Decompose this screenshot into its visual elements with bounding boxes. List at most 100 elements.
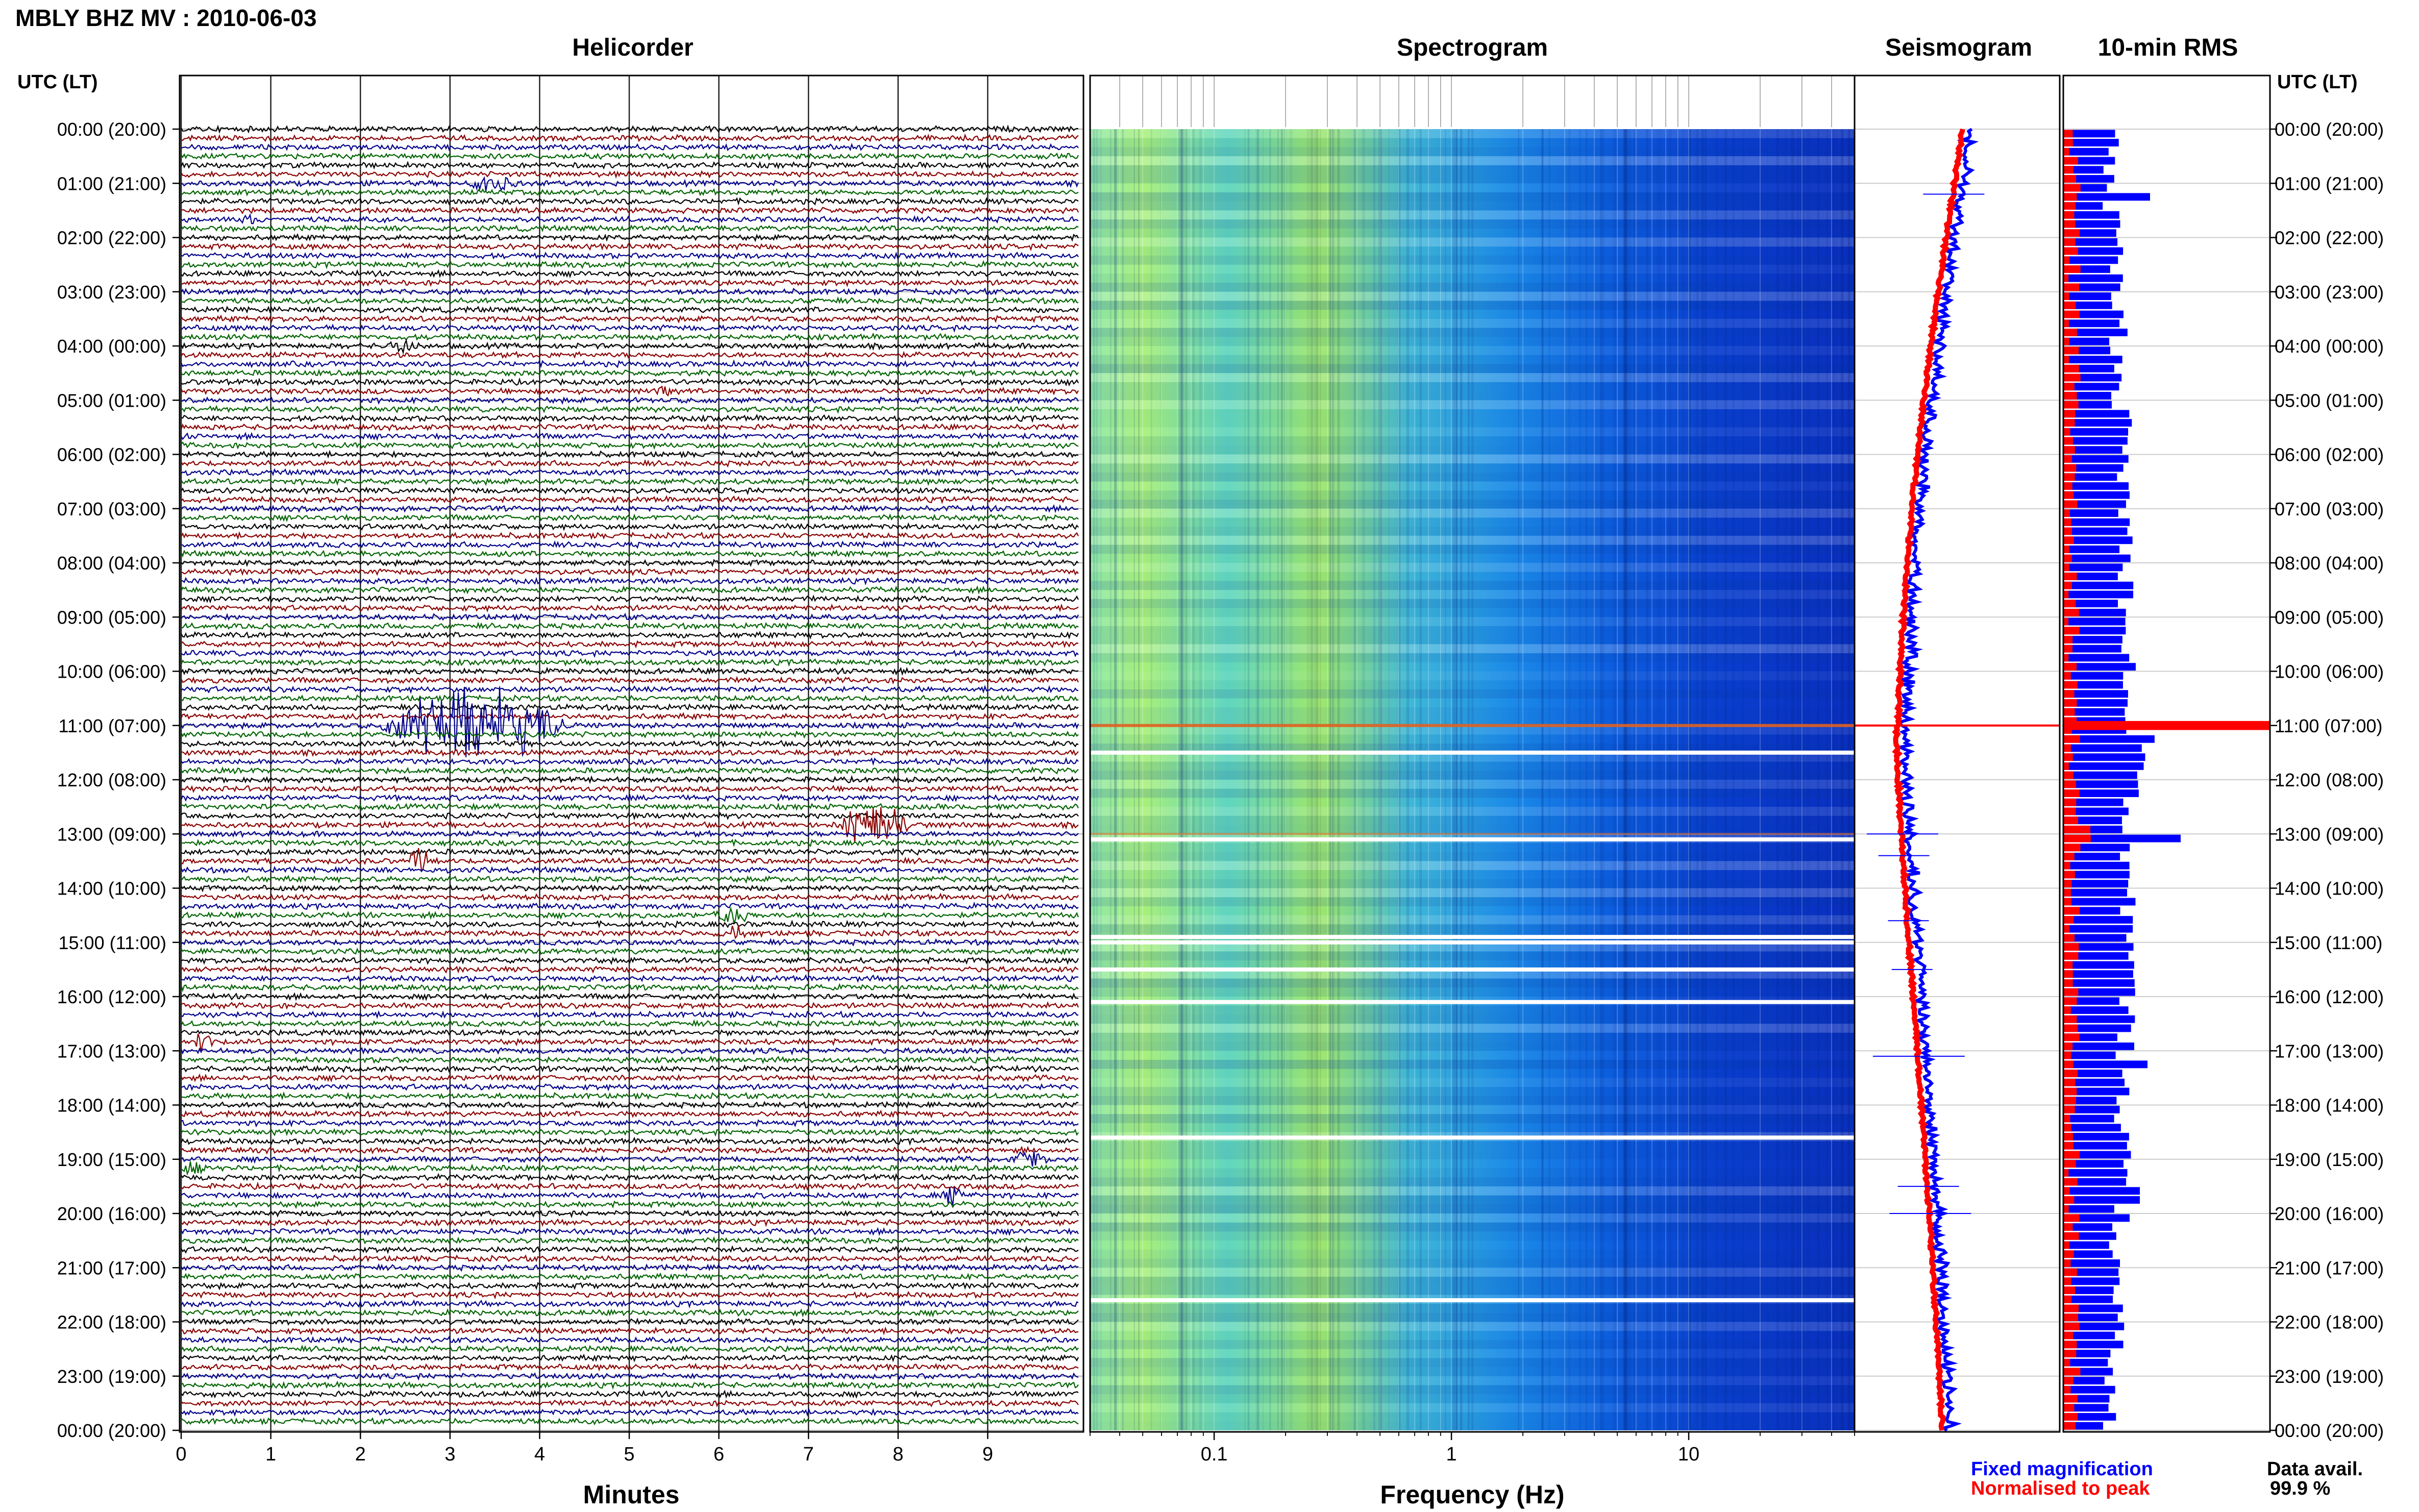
spectrogram-streak: [1416, 129, 1418, 1430]
helicorder-trace: [181, 161, 1079, 170]
rms-bar-fixed: [2063, 554, 2131, 562]
spectrogram-band: [1090, 987, 1855, 997]
helicorder-trace: [181, 1245, 1079, 1254]
rms-bar-fixed: [2063, 1024, 2131, 1032]
spectrogram-streak: [1614, 129, 1617, 1430]
rms-bar-normalised: [2063, 1078, 2076, 1086]
helicorder-trace: [181, 188, 1079, 197]
spectrogram-streak: [1114, 129, 1117, 1430]
time-label-right: 11:00 (07:00): [2275, 715, 2382, 736]
spectrogram-streak: [1733, 129, 1735, 1430]
spectrogram-band: [1090, 364, 1855, 374]
rms-bar-fixed: [2063, 1205, 2114, 1213]
time-label-left: 04:00 (00:00): [57, 336, 166, 357]
rms-bar-normalised: [2063, 301, 2076, 309]
spectrogram-band: [1090, 527, 1855, 536]
time-label-left: 23:00 (19:00): [57, 1366, 166, 1387]
helicorder-trace: [180, 359, 1079, 368]
helicorder-trace: [181, 766, 1079, 775]
rms-bar-fixed: [2063, 997, 2119, 1005]
rms-bar-normalised: [2063, 771, 2074, 779]
time-label-right: 00:00 (20:00): [2275, 119, 2384, 140]
spectrogram-band: [1090, 1105, 1855, 1114]
rms-bar-normalised: [2063, 753, 2073, 761]
helicorder-trace: [181, 385, 1079, 397]
rms-bar-normalised: [2063, 699, 2077, 707]
spectrogram-streak: [1541, 129, 1543, 1430]
rms-bar-fixed: [2063, 943, 2134, 951]
spectrogram-band: [1090, 355, 1855, 364]
helicorder-trace: [181, 260, 1079, 269]
time-label-left: 00:00 (20:00): [57, 119, 166, 140]
helicorder-trace: [181, 1209, 1079, 1219]
time-label-left: 03:00 (23:00): [57, 282, 166, 303]
time-label-right: 08:00 (04:00): [2275, 553, 2384, 574]
spectrogram-band: [1090, 1322, 1855, 1331]
time-label-right: 18:00 (14:00): [2275, 1095, 2384, 1116]
helicorder-trace: [181, 1161, 1079, 1176]
rms-frame: [2062, 75, 2271, 1433]
rms-bar-fixed: [2063, 1142, 2127, 1150]
rms-bar-normalised: [2063, 861, 2070, 870]
rms-bar-normalised: [2063, 265, 2081, 273]
rms-bar-fixed: [2063, 139, 2119, 146]
spectrogram-band: [1090, 608, 1855, 617]
spectrogram-streak: [1337, 129, 1340, 1430]
spectrogram-streak: [1306, 129, 1310, 1430]
spectrogram-data-gap: [1090, 1298, 1855, 1302]
spectrogram-streak: [1847, 129, 1850, 1430]
rms-bar-normalised: [2063, 1377, 2074, 1385]
spectrogram-band: [1090, 1168, 1855, 1178]
rms-bar-normalised: [2063, 437, 2073, 445]
spectrogram-band: [1090, 978, 1855, 988]
spectrogram-streak: [1114, 129, 1117, 1430]
helicorder-trace: [181, 450, 1079, 459]
rms-bar-normalised: [2063, 898, 2072, 906]
helicorder-trace: [181, 1218, 1079, 1227]
spectrogram-band: [1090, 725, 1855, 735]
rms-bar-fixed: [2063, 645, 2121, 653]
rms-bar-normalised: [2063, 617, 2069, 626]
spectrogram-streak: [1468, 129, 1470, 1430]
rms-bar-fixed: [2063, 491, 2130, 499]
helicorder-trace: [181, 278, 1079, 287]
spectrogram-band: [1090, 274, 1855, 283]
spectrogram-band: [1090, 771, 1855, 780]
helicorder-trace: [181, 567, 1079, 577]
helicorder-trace: [181, 459, 1079, 468]
helicorder-trace: [181, 368, 1079, 378]
spectrogram-streak: [1832, 129, 1835, 1430]
rms-bar-normalised: [2063, 907, 2080, 915]
helicorder-trace: [181, 196, 1079, 206]
helicorder-trace: [181, 974, 1079, 983]
helicorder-trace: [181, 1119, 1079, 1128]
spectrogram-streak: [1797, 129, 1799, 1430]
spectrogram-band: [1090, 761, 1855, 771]
spectrogram-streak: [1682, 129, 1683, 1430]
spectrogram-band: [1090, 888, 1855, 898]
spectrogram-band: [1090, 391, 1855, 401]
helicorder-trace: [181, 1055, 1079, 1064]
rms-bar-normalised: [2063, 798, 2077, 806]
time-label-left: 06:00 (02:00): [57, 444, 166, 465]
spectrogram-band: [1090, 129, 1855, 138]
spectrogram-streak: [1732, 129, 1734, 1430]
helicorder-trace: [181, 1181, 1079, 1191]
rms-bar-fixed: [2063, 979, 2135, 987]
helicorder-trace: [180, 658, 1079, 667]
rms-bar-normalised: [2063, 925, 2070, 933]
rms-bar-normalised: [2063, 1033, 2080, 1042]
spectrogram-band: [1090, 1141, 1855, 1151]
spectrogram-streak: [1541, 129, 1544, 1430]
spectrogram-band: [1090, 264, 1855, 274]
spectrogram-streak: [1836, 129, 1837, 1430]
rms-bar-normalised: [2063, 844, 2081, 852]
rms-bar-fixed: [2063, 500, 2126, 508]
spectrogram-streak: [1578, 129, 1582, 1430]
rms-bar-fixed: [2063, 383, 2119, 391]
spectrogram-streak: [1247, 129, 1250, 1430]
helicorder-trace: [181, 992, 1079, 1001]
time-label-left: 08:00 (04:00): [57, 553, 166, 574]
spectrogram-data-gap: [1090, 1000, 1855, 1004]
rms-bar-normalised: [2063, 1404, 2075, 1412]
